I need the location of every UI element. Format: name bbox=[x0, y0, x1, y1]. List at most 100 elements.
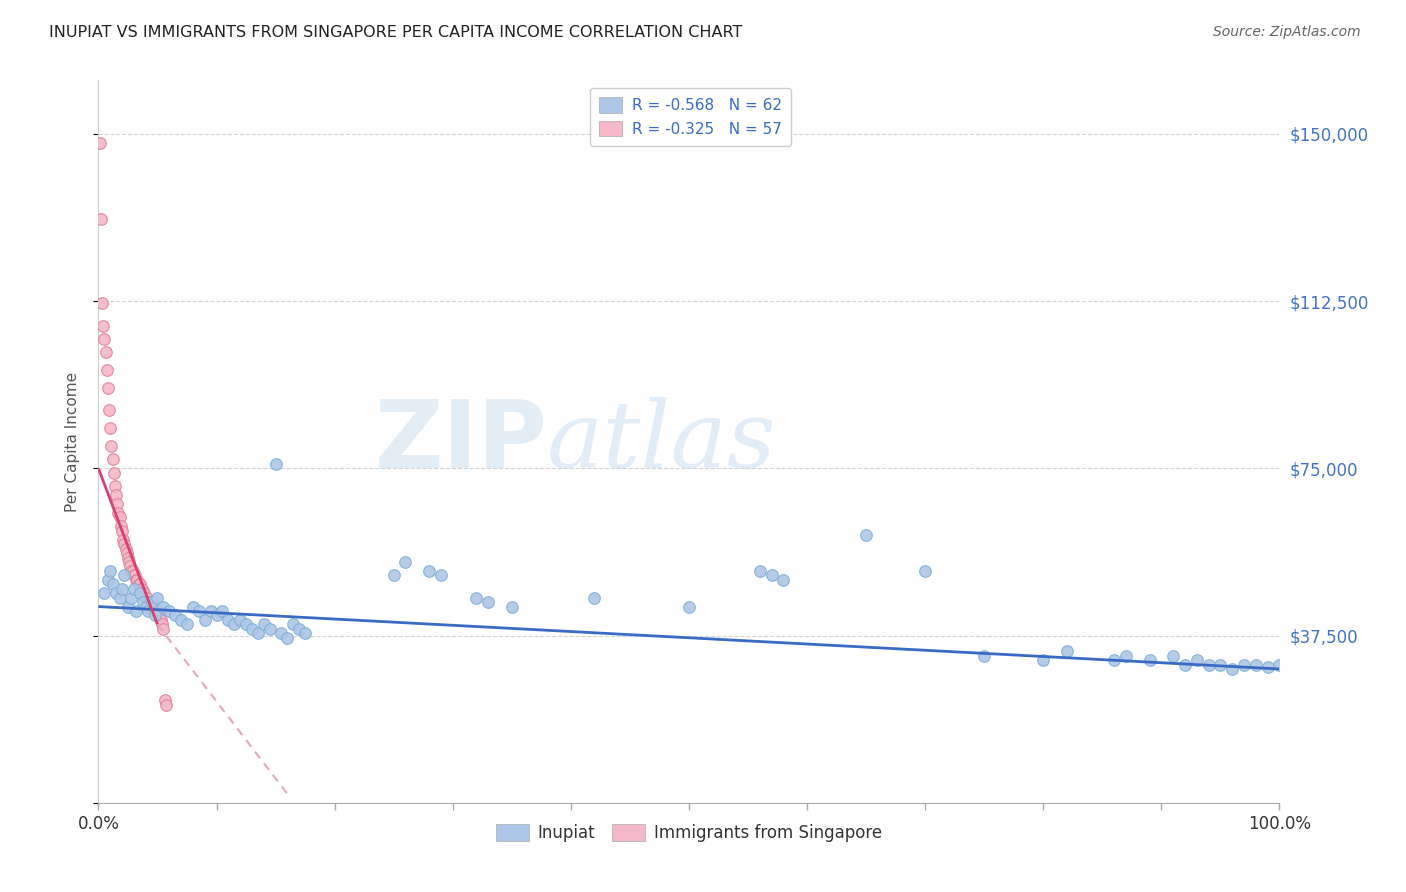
Text: atlas: atlas bbox=[547, 397, 776, 486]
Point bbox=[141, 599, 163, 614]
Point bbox=[1268, 657, 1291, 672]
Point bbox=[176, 617, 198, 632]
Point bbox=[146, 604, 169, 618]
Point bbox=[121, 564, 143, 578]
Point bbox=[138, 595, 160, 609]
Point bbox=[1161, 648, 1184, 663]
Point bbox=[583, 591, 606, 605]
Point bbox=[229, 613, 252, 627]
Point bbox=[98, 564, 121, 578]
Point bbox=[89, 136, 111, 150]
Point bbox=[96, 363, 118, 377]
Point bbox=[205, 608, 228, 623]
Point bbox=[120, 559, 142, 574]
Point bbox=[678, 599, 700, 614]
Point bbox=[973, 648, 995, 663]
Point bbox=[259, 622, 281, 636]
Point bbox=[131, 582, 153, 596]
Point bbox=[187, 604, 209, 618]
Point bbox=[170, 613, 193, 627]
Text: ZIP: ZIP bbox=[374, 395, 547, 488]
Point bbox=[772, 573, 794, 587]
Point bbox=[1257, 660, 1279, 674]
Point bbox=[1102, 653, 1125, 667]
Point bbox=[108, 591, 131, 605]
Point bbox=[430, 568, 453, 582]
Point bbox=[101, 452, 124, 467]
Point bbox=[246, 626, 269, 640]
Point bbox=[101, 577, 124, 591]
Point bbox=[128, 577, 150, 591]
Point bbox=[125, 604, 148, 618]
Point bbox=[1198, 657, 1220, 672]
Point bbox=[194, 613, 217, 627]
Point bbox=[125, 573, 148, 587]
Point bbox=[294, 626, 316, 640]
Point bbox=[1209, 657, 1232, 672]
Point bbox=[97, 573, 120, 587]
Point bbox=[105, 586, 128, 600]
Point bbox=[121, 591, 143, 605]
Point bbox=[288, 622, 311, 636]
Point bbox=[748, 564, 770, 578]
Point bbox=[1056, 644, 1078, 658]
Point bbox=[148, 608, 170, 623]
Point bbox=[112, 533, 135, 547]
Point bbox=[112, 568, 135, 582]
Point bbox=[1220, 662, 1243, 676]
Point bbox=[145, 604, 167, 618]
Point bbox=[142, 599, 165, 614]
Point bbox=[135, 591, 157, 605]
Point bbox=[253, 617, 276, 632]
Point bbox=[135, 599, 157, 614]
Point bbox=[914, 564, 936, 578]
Point bbox=[129, 582, 152, 596]
Point bbox=[217, 613, 239, 627]
Point bbox=[136, 604, 159, 618]
Point bbox=[97, 381, 120, 395]
Point bbox=[1174, 657, 1197, 672]
Point bbox=[118, 555, 141, 569]
Point bbox=[150, 613, 173, 627]
Y-axis label: Per Capita Income: Per Capita Income bbox=[65, 371, 80, 512]
Point bbox=[91, 296, 114, 310]
Point bbox=[501, 599, 523, 614]
Point bbox=[142, 599, 165, 614]
Point bbox=[181, 599, 204, 614]
Point bbox=[100, 439, 122, 453]
Text: INUPIAT VS IMMIGRANTS FROM SINGAPORE PER CAPITA INCOME CORRELATION CHART: INUPIAT VS IMMIGRANTS FROM SINGAPORE PER… bbox=[49, 25, 742, 40]
Point bbox=[149, 608, 172, 623]
Point bbox=[122, 568, 145, 582]
Point bbox=[165, 608, 187, 623]
Point bbox=[110, 519, 132, 533]
Point bbox=[283, 617, 305, 632]
Point bbox=[136, 595, 159, 609]
Point bbox=[235, 617, 257, 632]
Point bbox=[105, 488, 128, 502]
Point bbox=[127, 573, 149, 587]
Point bbox=[211, 604, 233, 618]
Point bbox=[108, 510, 131, 524]
Point bbox=[103, 466, 125, 480]
Point bbox=[128, 577, 150, 591]
Point bbox=[270, 626, 292, 640]
Point bbox=[90, 211, 112, 226]
Point bbox=[132, 586, 155, 600]
Point bbox=[276, 631, 298, 645]
Point bbox=[152, 599, 174, 614]
Point bbox=[153, 693, 176, 707]
Point bbox=[115, 546, 138, 560]
Point bbox=[114, 541, 136, 556]
Point bbox=[1139, 653, 1161, 667]
Point bbox=[134, 586, 156, 600]
Point bbox=[112, 537, 135, 551]
Point bbox=[93, 332, 115, 346]
Point bbox=[465, 591, 488, 605]
Point bbox=[122, 582, 145, 596]
Point bbox=[264, 457, 287, 471]
Point bbox=[98, 421, 121, 435]
Point bbox=[128, 586, 150, 600]
Point bbox=[104, 479, 127, 493]
Point bbox=[143, 608, 166, 623]
Point bbox=[152, 622, 174, 636]
